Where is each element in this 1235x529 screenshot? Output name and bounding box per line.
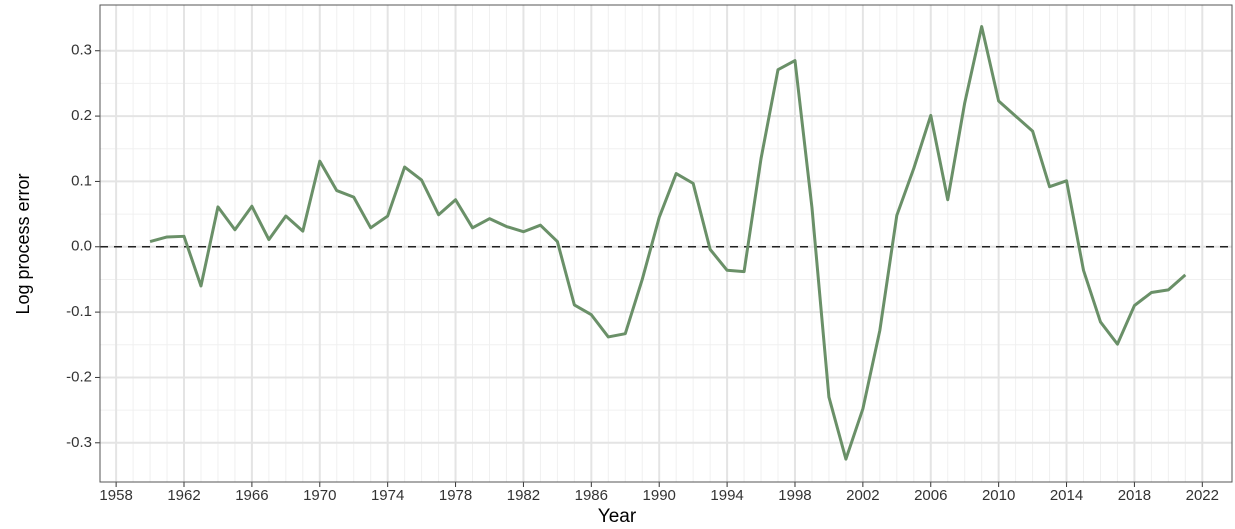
y-axis-label: Log process error <box>13 173 33 314</box>
y-tick-label: 0.2 <box>71 107 92 124</box>
x-axis-label: Year <box>598 506 637 527</box>
y-tick-label: -0.3 <box>66 434 92 451</box>
x-tick-label: 1982 <box>507 487 540 504</box>
plot-border <box>99 4 1233 483</box>
x-tick-label: 1998 <box>778 487 811 504</box>
data-line <box>149 25 1187 461</box>
x-tick-label: 2018 <box>1118 487 1151 504</box>
x-tick-label: 1986 <box>575 487 608 504</box>
x-tick-label: 1966 <box>235 487 268 504</box>
x-tick-label: 2022 <box>1186 487 1219 504</box>
x-tick-label: 1990 <box>643 487 676 504</box>
y-tick-label: -0.2 <box>66 368 92 385</box>
x-tick-label: 1974 <box>371 487 404 504</box>
x-tick-label: 1962 <box>167 487 200 504</box>
x-tick-label: 2010 <box>982 487 1015 504</box>
x-tick-label: 1970 <box>303 487 336 504</box>
x-tick-label: 2006 <box>914 487 947 504</box>
x-tick-label: 1978 <box>439 487 472 504</box>
y-tick-label: 0.0 <box>71 238 92 255</box>
y-tick-label: 0.1 <box>71 172 92 189</box>
y-tick-label: 0.3 <box>71 42 92 59</box>
y-tick-label: -0.1 <box>66 303 92 320</box>
x-tick-label: 2014 <box>1050 487 1083 504</box>
x-tick-label: 1958 <box>99 487 132 504</box>
x-tick-label: 1994 <box>710 487 743 504</box>
x-tick-label: 2002 <box>846 487 879 504</box>
plot-background <box>100 5 1232 482</box>
